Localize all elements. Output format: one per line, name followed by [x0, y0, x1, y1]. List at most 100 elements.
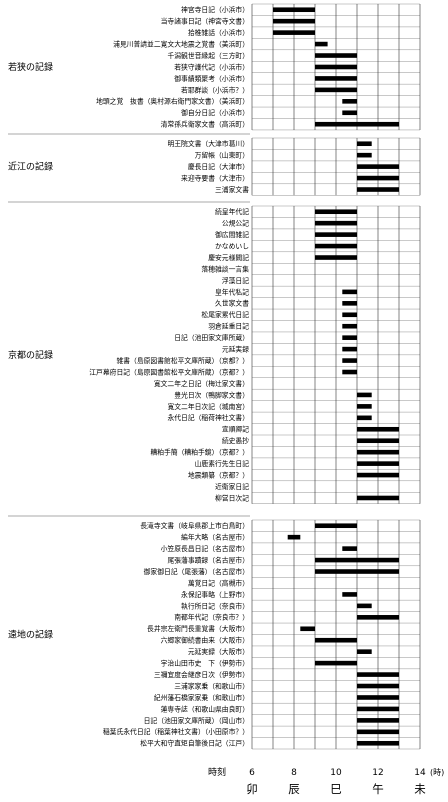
- row-label: 若狭守護代記（小浜市）: [174, 62, 249, 71]
- duration-bar: [357, 495, 399, 501]
- x-tick-label: 12: [372, 768, 383, 778]
- row-label: 永保記事略（上野市）: [181, 590, 249, 599]
- duration-bar: [357, 141, 372, 147]
- duration-bar: [315, 209, 357, 215]
- row-label: 三禰宜度会継彦日次（伊勢市）: [154, 670, 249, 679]
- duration-bar: [315, 220, 357, 226]
- duration-bar: [273, 30, 315, 35]
- duration-bar: [357, 649, 372, 654]
- row-label: 久世家文書: [215, 299, 249, 308]
- row-label: 南都年代記（奈良市？）: [174, 613, 249, 622]
- duration-bar: [357, 740, 399, 746]
- x-tick-label: 6: [249, 768, 255, 778]
- duration-bar: [357, 426, 399, 432]
- row-label: 浦見川普請並二寛文大地震之覚書（美浜町）: [113, 39, 249, 48]
- duration-bar: [315, 41, 328, 47]
- duration-bar: [342, 99, 357, 104]
- row-label: 浮藻日記: [222, 276, 249, 285]
- duration-bar: [342, 592, 357, 597]
- duration-bar: [357, 472, 399, 478]
- row-label: 稲葉氏永代日記（稲葉神社文書）（小田原市？）: [103, 727, 249, 736]
- duration-bar: [357, 603, 372, 609]
- row-label: 来迎寺要書（大津市）: [181, 173, 249, 182]
- duration-bar: [315, 637, 357, 643]
- duration-bar: [342, 546, 357, 551]
- row-label: かなめいし: [215, 242, 249, 250]
- row-label: 松平大和守直矩自筆後日記（江戸）: [140, 739, 249, 748]
- duration-bar: [315, 87, 357, 93]
- row-label: 公規公記: [222, 219, 249, 228]
- duration-bar: [357, 449, 399, 455]
- duration-bar: [342, 323, 357, 329]
- row-label: 地頭之覚 抜書（奥村源右衛門家文書）（美浜町）: [96, 97, 249, 106]
- duration-bar: [357, 392, 372, 398]
- row-label: 神宮寺日記（小浜市）: [181, 5, 249, 14]
- duration-bar: [287, 534, 301, 540]
- duration-bar: [342, 110, 357, 116]
- row-label: 寛文二年日次記（城南宮）: [167, 402, 249, 411]
- row-label: 明王院文書（大津市葛川）: [167, 139, 249, 148]
- duration-bar: [357, 404, 372, 409]
- group-label: 若狭の記録: [8, 61, 53, 73]
- row-label: 江戸幕府日記（島原図書館松平文庫所蔵）（京都？）: [89, 367, 249, 376]
- grid: [251, 3, 421, 750]
- row-label: 蓮専寺誌（和歌山県由良町）: [161, 704, 249, 713]
- x-axis: 時刻 (時) 6 8 10 12 14 卯 辰 巳 午 未: [208, 766, 444, 796]
- row-label: 慶長日記（大津市）: [188, 162, 249, 171]
- duration-bar: [357, 438, 399, 444]
- duration-bar: [357, 718, 399, 723]
- row-label: 皇年代私記: [215, 287, 249, 296]
- row-label: 若耶群談（小浜市？）: [181, 85, 249, 94]
- row-label: 小笠原長昌日記（名古屋市）: [161, 544, 249, 553]
- row-label: 御家御日記（尾張藩）（名古屋市）: [144, 567, 249, 576]
- row-label: 尾張藩事蹟録（名古屋市）: [167, 555, 249, 564]
- duration-bar: [342, 335, 357, 340]
- row-label: 近衛家日記: [215, 482, 249, 491]
- row-label: 萬覚日記（高槻市）: [188, 578, 249, 587]
- group-label: 近江の記録: [8, 161, 53, 173]
- duration-bar: [315, 523, 357, 529]
- duration-bar: [357, 683, 399, 689]
- x-tick-label: 14: [414, 768, 426, 778]
- row-label: 日記（池田家文庫所蔵）: [174, 333, 249, 342]
- row-label: 御自分日記（小浜市）: [181, 108, 249, 117]
- row-label: 豊光日次（鴨脚家文書）: [174, 390, 249, 399]
- group-label: 遠地の記録: [8, 629, 53, 641]
- row-label: 宇治山田市史 下（伊勢市）: [161, 659, 249, 668]
- row-label: 地震類纂（京都？）: [188, 470, 249, 479]
- jikoku-label: 午: [372, 782, 384, 796]
- row-label: 三浦家家乗（和歌山市）: [174, 681, 249, 690]
- row-label: 永代日記（稲荷神社文書）: [167, 413, 249, 422]
- duration-bar: [315, 53, 357, 58]
- row-label: 続皇年代記: [215, 207, 249, 216]
- duration-bar: [315, 64, 357, 70]
- row-label: 六郷家御続書由来（大阪市）: [161, 636, 249, 645]
- row-label: 長井宗左衛門長重覚書（大阪市）: [147, 624, 249, 633]
- row-label: 山鹿素行先生日記: [195, 459, 250, 468]
- row-label: 執行所日記（奈良市）: [181, 601, 249, 610]
- row-label: 日記（池田家文庫所蔵）（岡山市）: [144, 716, 249, 725]
- duration-bar: [342, 346, 357, 352]
- row-label: 拾椎雑話（小浜市）: [188, 28, 249, 37]
- row-label: 長滝寺文書（岐阜県郡上市白鳥町）: [140, 521, 249, 530]
- jikoku-label: 辰: [288, 782, 300, 796]
- duration-bar: [357, 615, 399, 620]
- x-tick-label: 10: [330, 768, 342, 778]
- row-label: 続史愚抄: [222, 436, 249, 445]
- row-label: 羽倉延重日記: [208, 322, 249, 331]
- duration-bar: [357, 415, 372, 421]
- row-label: 雑書（島原図書館松平文庫所蔵）（京都？）: [116, 356, 249, 365]
- row-labels: 神宮寺日記（小浜市） 当寺諸事日記（神宮寺文書） 拾椎雑話（小浜市） 浦見川普請並二寛…: [89, 5, 249, 748]
- jikoku-label: 巳: [330, 782, 342, 796]
- row-label: 清常孫兵衛家文書（高浜町）: [161, 120, 249, 129]
- row-label: 御事績類聚考（小浜市）: [174, 74, 249, 83]
- duration-bar: [342, 369, 357, 375]
- row-label: 柳営日次記: [215, 493, 249, 502]
- jikoku-label: 卯: [246, 782, 258, 796]
- duration-bar: [357, 164, 399, 169]
- axis-unit: (時): [430, 768, 444, 777]
- duration-bar: [300, 626, 315, 632]
- duration-bar: [315, 232, 357, 237]
- row-label: 千潟観世音縁起（三方町）: [167, 51, 249, 60]
